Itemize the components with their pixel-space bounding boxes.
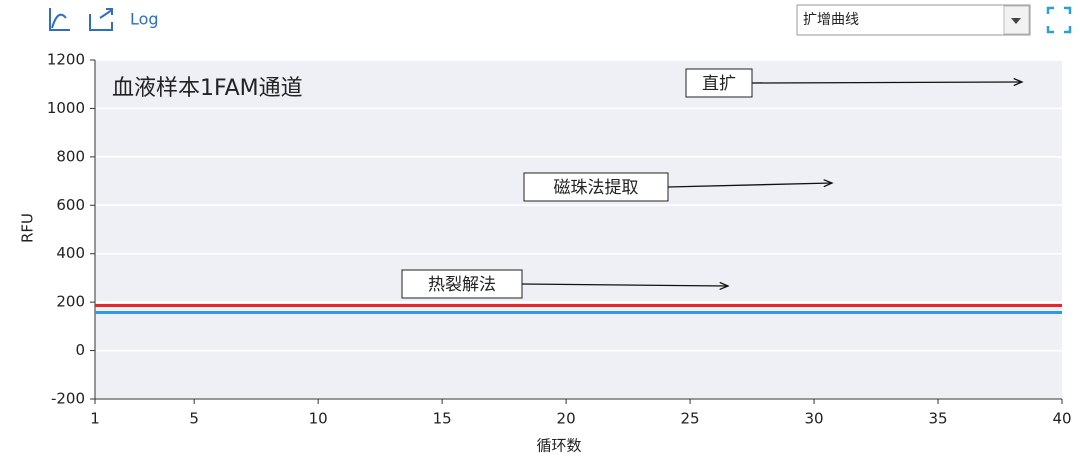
x-tick-label: 35 [928, 410, 947, 428]
y-tick-label: 600 [56, 196, 85, 214]
y-tick-label: 0 [75, 341, 85, 359]
chart-title: 血液样本1FAM通道 [112, 76, 303, 101]
log-button[interactable]: Log [130, 10, 159, 29]
x-tick-label: 15 [433, 410, 452, 428]
dropdown-arrow [1011, 18, 1021, 24]
x-axis-label: 循环数 [536, 437, 581, 455]
annotation-box [685, 68, 753, 98]
y-tick-label: 1200 [47, 51, 85, 69]
y-tick-label: -200 [51, 390, 85, 408]
x-tick-label: 25 [681, 410, 700, 428]
x-tick-label: 5 [189, 410, 199, 428]
arrow-head [1013, 77, 1024, 87]
annotation-arrow [751, 81, 1023, 84]
fullscreen-icon[interactable] [1046, 6, 1072, 34]
plot-area [95, 60, 1062, 399]
x-tick-label: 1 [90, 410, 100, 428]
y-axis-label: RFU [19, 213, 37, 243]
x-tick-label: 20 [557, 410, 576, 428]
y-tick-label: 400 [56, 244, 85, 262]
arrow-head [823, 179, 834, 188]
arrow-head [719, 281, 730, 291]
x-tick-label: 10 [309, 410, 328, 428]
x-tick-label: 30 [805, 410, 824, 428]
annotation-arrow [667, 182, 833, 188]
dropdown-value: 扩增曲线 [803, 12, 859, 28]
annotation-text: 磁珠法提取 [554, 178, 639, 198]
annotation-text: 直扩 [702, 74, 736, 94]
y-tick-label: 200 [56, 293, 85, 311]
export-icon[interactable] [89, 8, 113, 31]
view-dropdown[interactable] [796, 4, 1031, 36]
annotation-box [523, 172, 669, 202]
annotation-text: 热裂解法 [428, 275, 496, 295]
toolbar [49, 8, 113, 31]
chart-icon[interactable] [49, 8, 70, 31]
x-tick-label: 40 [1052, 410, 1071, 428]
annotation-arrow [521, 283, 729, 287]
y-tick-label: 800 [56, 147, 85, 165]
y-tick-label: 1000 [47, 99, 85, 117]
